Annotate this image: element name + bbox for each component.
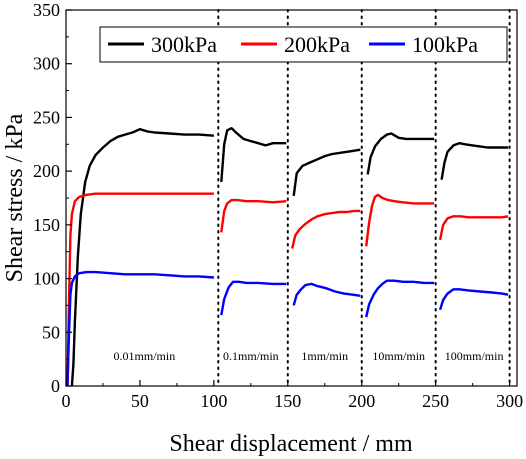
plot-frame bbox=[65, 9, 518, 387]
rate-annotation: 100mm/min bbox=[445, 349, 504, 363]
y-tick-label: 350 bbox=[33, 0, 60, 20]
legend-label-200kPa: 200kPa bbox=[284, 32, 350, 57]
y-tick-label: 250 bbox=[33, 107, 60, 127]
series-300kPa-stage-3 bbox=[292, 148, 361, 197]
series-300kPa-stage-1 bbox=[70, 127, 214, 387]
x-tick-label: 250 bbox=[422, 391, 449, 411]
series-100kPa-stage-3 bbox=[292, 282, 361, 306]
series-100kPa-stage-1 bbox=[66, 270, 214, 387]
y-tick-label: 300 bbox=[33, 54, 60, 74]
legend-label-100kPa: 100kPa bbox=[412, 32, 478, 57]
rate-annotation: 10mm/min bbox=[372, 349, 425, 363]
legend-box bbox=[99, 26, 508, 63]
series-200kPa-stage-4 bbox=[365, 193, 435, 247]
y-tick-label: 200 bbox=[33, 161, 60, 181]
series-100kPa-stage-5 bbox=[438, 288, 509, 311]
y-tick-label: 50 bbox=[42, 322, 60, 342]
x-tick-label: 300 bbox=[496, 391, 523, 411]
series-300kPa-stage-4 bbox=[366, 132, 435, 175]
y-axis-title: Shear stress / kPa bbox=[2, 113, 28, 282]
series-100kPa-stage-2 bbox=[220, 280, 287, 316]
series-200kPa-stage-3 bbox=[291, 209, 361, 249]
y-tick-label: 150 bbox=[33, 215, 60, 235]
legend-label-300kPa: 300kPa bbox=[151, 32, 217, 57]
x-tick-label: 50 bbox=[131, 391, 149, 411]
rate-annotation: 0.1mm/min bbox=[223, 349, 279, 363]
series-200kPa-stage-2 bbox=[220, 198, 287, 233]
x-tick-label: 100 bbox=[200, 391, 227, 411]
y-tick-label: 0 bbox=[51, 376, 60, 396]
rate-annotation: 0.01mm/min bbox=[114, 349, 176, 363]
series-100kPa-stage-4 bbox=[365, 279, 435, 318]
x-axis-title: Shear displacement / mm bbox=[169, 431, 413, 457]
y-tick-label: 100 bbox=[33, 269, 60, 289]
series-300kPa-stage-2 bbox=[220, 126, 287, 182]
x-tick-label: 150 bbox=[274, 391, 301, 411]
x-tick-label: 200 bbox=[348, 391, 375, 411]
rate-annotation: 1mm/min bbox=[301, 349, 348, 363]
series-200kPa-stage-5 bbox=[438, 215, 509, 241]
series-300kPa-stage-5 bbox=[440, 142, 509, 180]
x-tick-label: 0 bbox=[62, 391, 71, 411]
legend: 300kPa 200kPa 100kPa bbox=[99, 26, 508, 63]
